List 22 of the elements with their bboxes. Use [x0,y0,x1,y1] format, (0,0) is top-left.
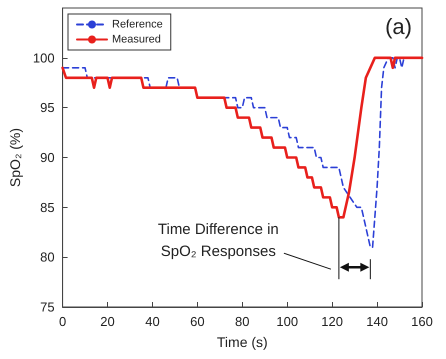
y-tick-label: 85 [40,200,55,215]
y-tick-label: 90 [40,150,55,165]
legend-label: Measured [112,34,161,46]
x-tick-label: 140 [366,314,388,329]
x-tick-label: 160 [411,314,433,329]
x-tick-label: 60 [190,314,205,329]
x-tick-label: 120 [321,314,343,329]
x-axis-title: Time (s) [216,334,268,350]
x-tick-label: 80 [235,314,250,329]
annotation: (a) [385,14,412,40]
x-tick-label: 0 [58,314,66,329]
y-tick-label: 100 [32,50,55,66]
annotation: Time Difference in SpO₂ Responses [158,220,279,262]
y-axis-title: SpO₂ (%) [7,128,23,188]
y-tick-label: 75 [40,300,55,314]
y-tick-label: 95 [40,100,55,116]
x-tick-label: 40 [145,314,160,329]
line-series [61,56,424,219]
legend-label: Reference [112,18,163,30]
y-tick-label: 80 [40,250,55,265]
x-tick-label: 100 [276,314,298,329]
x-tick-label: 20 [100,314,115,329]
